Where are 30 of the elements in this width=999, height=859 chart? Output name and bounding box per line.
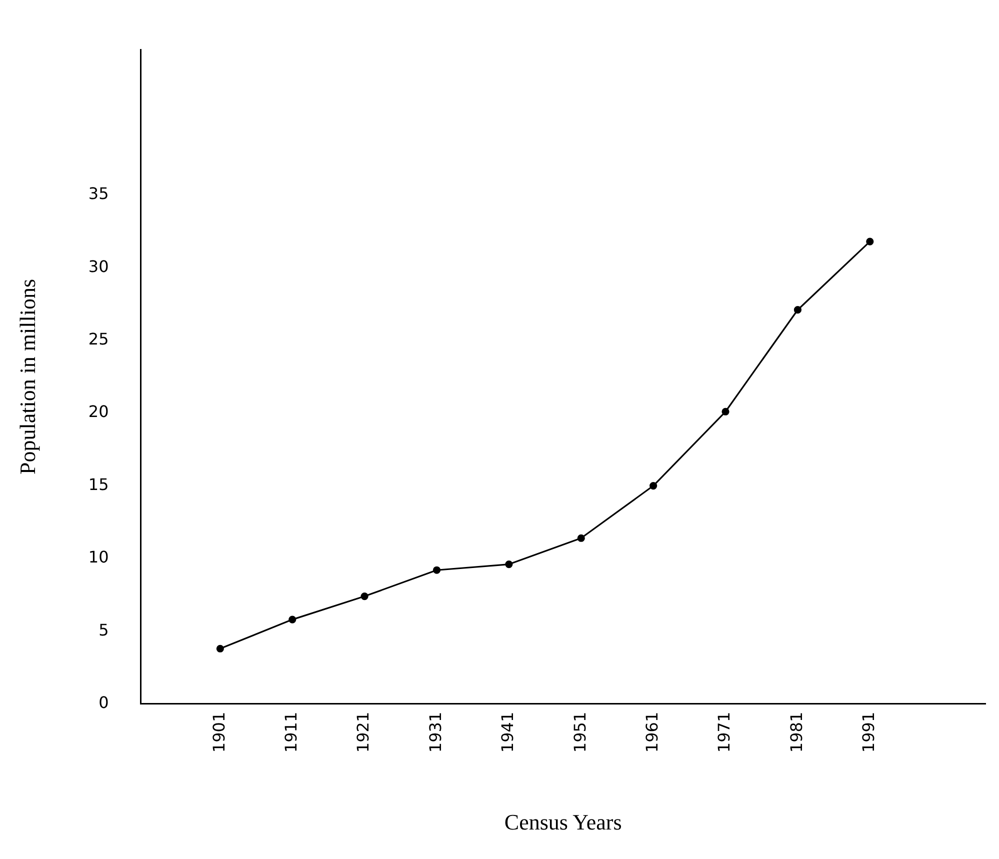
x-tick-label: 1981	[786, 712, 806, 753]
point	[360, 592, 368, 600]
point	[505, 560, 513, 568]
y-tick-label: 20	[88, 402, 109, 422]
x-tick-label: 1921	[354, 712, 373, 753]
y-axis-title: Population in millions	[14, 278, 40, 475]
point	[722, 408, 730, 416]
x-tick-label: 1941	[498, 712, 518, 753]
x-tick-label: 1951	[570, 712, 590, 753]
point	[794, 306, 802, 314]
y-tick-label: 35	[88, 184, 109, 204]
y-tick-label: 5	[98, 620, 109, 640]
x-tick-label: 1931	[426, 712, 445, 753]
point	[866, 238, 874, 246]
y-tick-label: 10	[88, 548, 109, 567]
x-tick-label: 1911	[282, 712, 301, 753]
y-tick-label: 15	[88, 474, 109, 494]
point	[432, 566, 441, 574]
point	[577, 534, 585, 542]
y-tick-label: 30	[88, 256, 109, 276]
point	[216, 644, 224, 652]
x-axis-title: Census Years	[504, 810, 622, 835]
point	[288, 616, 296, 624]
x-tick-label: 1971	[714, 712, 734, 753]
x-tick-label: 1991	[859, 712, 878, 753]
y-tick-label: 25	[88, 330, 109, 349]
point	[650, 482, 658, 490]
y-tick-label: 0	[98, 693, 109, 712]
x-tick-label: 1901	[209, 712, 228, 753]
x-tick-label: 1961	[642, 712, 662, 753]
